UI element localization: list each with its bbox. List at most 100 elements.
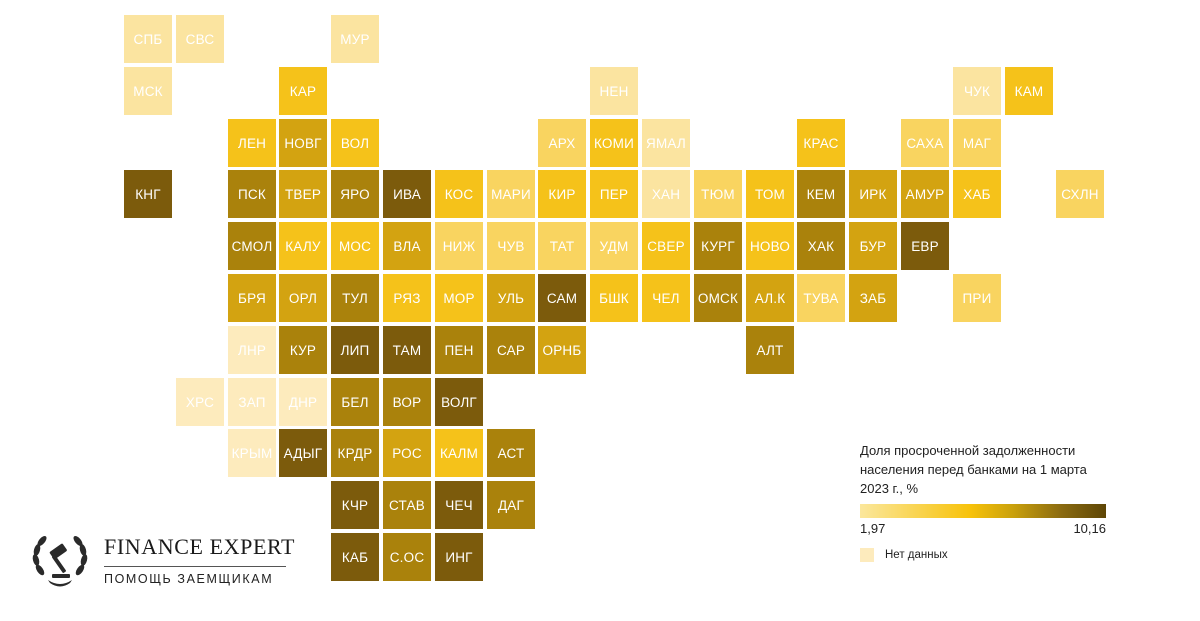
legend-title: Доля просроченной задолженности населени… (860, 443, 1087, 496)
region-tile: С.ОС (383, 533, 431, 581)
region-tile: ОРНБ (538, 326, 586, 374)
legend-ticks: 1,97 10,16 (860, 521, 1106, 536)
region-tile: НОВО (746, 222, 794, 270)
region-tile: КАБ (331, 533, 379, 581)
region-tile: ХРС (176, 378, 224, 426)
no-data-swatch (860, 548, 874, 562)
region-tile: СТАВ (383, 481, 431, 529)
region-tile: ИВА (383, 170, 431, 218)
region-tile: АДЫГ (279, 429, 327, 477)
region-tile: ВОР (383, 378, 431, 426)
logo-tagline: ПОМОЩЬ ЗАЕМЩИКАМ (104, 572, 274, 586)
region-tile: ДНР (279, 378, 327, 426)
region-tile: ЗАП (228, 378, 276, 426)
region-tile: КАМ (1005, 67, 1053, 115)
region-tile: АСТ (487, 429, 535, 477)
region-tile: СХЛН (1056, 170, 1104, 218)
region-tile: НОВГ (279, 119, 327, 167)
region-tile: МСК (124, 67, 172, 115)
region-tile: КЕМ (797, 170, 845, 218)
region-tile: ХАН (642, 170, 690, 218)
legend-min-label: 1,97 (860, 521, 886, 536)
region-tile: ИРК (849, 170, 897, 218)
region-tile: КАР (279, 67, 327, 115)
region-tile: ЗАБ (849, 274, 897, 322)
region-tile: КЧР (331, 481, 379, 529)
region-tile: ОРЛ (279, 274, 327, 322)
logo-divider (104, 566, 286, 567)
region-tile: ТАТ (538, 222, 586, 270)
region-tile: ХАБ (953, 170, 1001, 218)
region-tile: КИР (538, 170, 586, 218)
region-tile: СВС (176, 15, 224, 63)
region-tile: УЛЬ (487, 274, 535, 322)
region-tile: ЛНР (228, 326, 276, 374)
region-tile: САР (487, 326, 535, 374)
region-tile: КОС (435, 170, 483, 218)
region-tile: ЛИП (331, 326, 379, 374)
region-tile: ДАГ (487, 481, 535, 529)
region-tile: ЧУК (953, 67, 1001, 115)
region-tile: БУР (849, 222, 897, 270)
region-tile: МУР (331, 15, 379, 63)
region-tile: КАЛМ (435, 429, 483, 477)
region-tile: ЧЕЧ (435, 481, 483, 529)
region-tile: ЯРО (331, 170, 379, 218)
region-tile: ПРИ (953, 274, 1001, 322)
region-tile: ТУВА (797, 274, 845, 322)
region-tile: НЕН (590, 67, 638, 115)
no-data-label: Нет данных (885, 549, 948, 561)
region-tile: КОМИ (590, 119, 638, 167)
logo-name: FINANCE EXPERT (104, 534, 296, 559)
region-tile: СМОЛ (228, 222, 276, 270)
region-tile: МАГ (953, 119, 1001, 167)
region-tile: БШК (590, 274, 638, 322)
region-tile: ИНГ (435, 533, 483, 581)
region-tile: ЧУВ (487, 222, 535, 270)
region-tile: ВЛА (383, 222, 431, 270)
legend-color-scale (860, 504, 1106, 518)
region-tile: АРХ (538, 119, 586, 167)
region-tile: АМУР (901, 170, 949, 218)
region-tile: ТУЛ (331, 274, 379, 322)
region-tile: ТВЕР (279, 170, 327, 218)
region-tile: ПЕР (590, 170, 638, 218)
region-tile: АЛ.К (746, 274, 794, 322)
region-tile: КУР (279, 326, 327, 374)
region-tile: ЯМАЛ (642, 119, 690, 167)
region-tile: САМ (538, 274, 586, 322)
region-tile: КУРГ (694, 222, 742, 270)
region-tile: БРЯ (228, 274, 276, 322)
region-tile: МОР (435, 274, 483, 322)
gavel-laurel-icon (32, 536, 88, 587)
region-tile: ЛЕН (228, 119, 276, 167)
legend-max-label: 10,16 (1073, 521, 1106, 536)
region-tile: ЧЕЛ (642, 274, 690, 322)
region-tile: ПСК (228, 170, 276, 218)
region-tile: ТАМ (383, 326, 431, 374)
region-tile: ВОЛГ (435, 378, 483, 426)
region-tile: РОС (383, 429, 431, 477)
legend: Доля просроченной задолженности населени… (860, 441, 1110, 562)
region-tile: АЛТ (746, 326, 794, 374)
region-tile: МАРИ (487, 170, 535, 218)
legend-no-data: Нет данных (860, 548, 1110, 562)
region-tile: УДМ (590, 222, 638, 270)
region-tile: ВОЛ (331, 119, 379, 167)
region-tile: КРЫМ (228, 429, 276, 477)
region-tile: КРАС (797, 119, 845, 167)
finance-expert-logo: FINANCE EXPERT ПОМОЩЬ ЗАЕМЩИКАМ (28, 530, 296, 594)
region-tile: САХА (901, 119, 949, 167)
region-tile: КРДР (331, 429, 379, 477)
region-tile: СПБ (124, 15, 172, 63)
region-tile: НИЖ (435, 222, 483, 270)
region-tile: МОС (331, 222, 379, 270)
region-tile: ЕВР (901, 222, 949, 270)
region-tile: ОМСК (694, 274, 742, 322)
region-tile: ПЕН (435, 326, 483, 374)
region-tile: БЕЛ (331, 378, 379, 426)
region-tile: ХАК (797, 222, 845, 270)
region-tile: ТЮМ (694, 170, 742, 218)
region-tile: КНГ (124, 170, 172, 218)
